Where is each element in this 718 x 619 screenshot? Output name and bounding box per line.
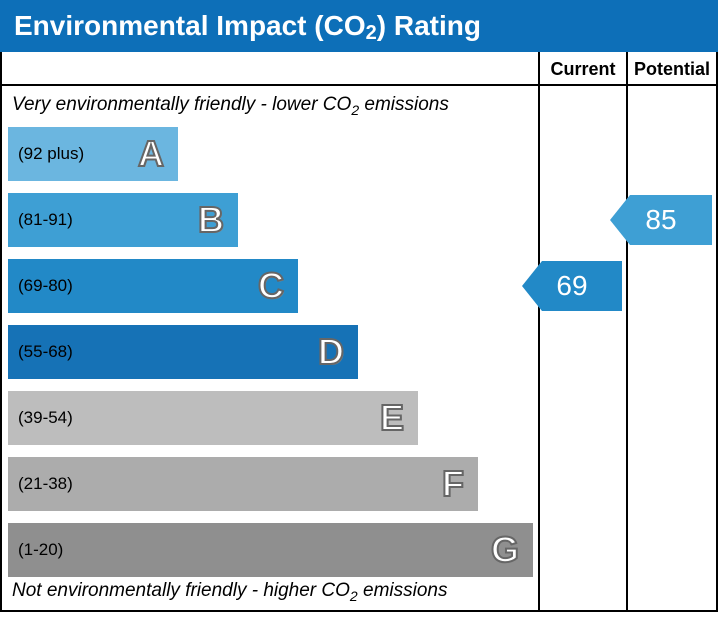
band-letter: B xyxy=(198,199,224,241)
potential-header: Potential xyxy=(628,52,716,86)
current-header: Current xyxy=(540,52,626,86)
bottom-note: Not environmentally friendly - higher CO… xyxy=(2,574,457,610)
top-note: Very environmentally friendly - lower CO… xyxy=(2,88,538,124)
title-sub: 2 xyxy=(366,22,377,44)
band-range: (55-68) xyxy=(18,342,73,362)
title-suffix: ) Rating xyxy=(377,10,481,41)
bands-column: Very environmentally friendly - lower CO… xyxy=(2,52,540,610)
band-row-e: (39-54) E xyxy=(8,388,538,448)
potential-arrow: 85 xyxy=(610,195,712,245)
band-row-a: (92 plus) A xyxy=(8,124,538,184)
band-bar-f: (21-38) F xyxy=(8,457,478,511)
band-letter: E xyxy=(380,397,404,439)
arrow-tip-icon xyxy=(610,195,630,245)
potential-value: 85 xyxy=(645,204,676,236)
current-column: Current 69 xyxy=(540,52,628,610)
band-bar-d: (55-68) D xyxy=(8,325,358,379)
band-bar-a: (92 plus) A xyxy=(8,127,178,181)
band-letter: F xyxy=(442,463,464,505)
band-row-c: (69-80) C xyxy=(8,256,538,316)
current-arrow: 69 xyxy=(522,261,622,311)
chart-title: Environmental Impact (CO2) Rating xyxy=(0,0,718,52)
band-row-b: (81-91) B xyxy=(8,190,538,250)
band-range: (92 plus) xyxy=(18,144,84,164)
band-bar-g: (1-20) G xyxy=(8,523,533,577)
band-bar-c: (69-80) C xyxy=(8,259,298,313)
band-bar-e: (39-54) E xyxy=(8,391,418,445)
band-range: (39-54) xyxy=(18,408,73,428)
current-arrow-shape: 69 xyxy=(522,261,622,311)
current-value: 69 xyxy=(556,270,587,302)
band-bar-b: (81-91) B xyxy=(8,193,238,247)
title-prefix: Environmental Impact (CO xyxy=(14,10,366,41)
bands-container: (92 plus) A (81-91) B (69-80) C (55-68) D (39-54… xyxy=(2,124,538,580)
potential-column: Potential 85 xyxy=(628,52,716,610)
bands-header-blank xyxy=(2,52,538,86)
band-range: (81-91) xyxy=(18,210,73,230)
band-range: (69-80) xyxy=(18,276,73,296)
band-letter: G xyxy=(491,529,519,571)
band-row-g: (1-20) G xyxy=(8,520,538,580)
chart-body: Very environmentally friendly - lower CO… xyxy=(0,52,718,612)
band-letter: C xyxy=(258,265,284,307)
band-row-f: (21-38) F xyxy=(8,454,538,514)
band-row-d: (55-68) D xyxy=(8,322,538,382)
potential-arrow-shape: 85 xyxy=(610,195,712,245)
band-letter: A xyxy=(138,133,164,175)
band-range: (1-20) xyxy=(18,540,63,560)
band-letter: D xyxy=(318,331,344,373)
arrow-tip-icon xyxy=(522,261,542,311)
band-range: (21-38) xyxy=(18,474,73,494)
